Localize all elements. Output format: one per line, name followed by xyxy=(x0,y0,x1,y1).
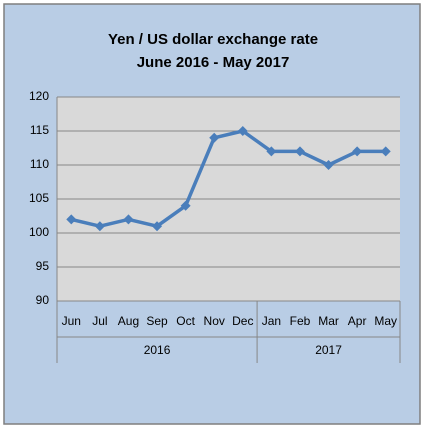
data-point xyxy=(152,221,163,232)
x-tick-label: Feb xyxy=(290,314,311,328)
chart-title: Yen / US dollar exchange rate xyxy=(108,31,318,48)
x-tick-label: Jun xyxy=(62,314,81,328)
chart-subtitle: June 2016 - May 2017 xyxy=(137,54,290,71)
data-point xyxy=(94,221,105,232)
data-line xyxy=(70,129,386,228)
x-tick-label: Nov xyxy=(204,314,225,328)
data-point xyxy=(352,146,363,157)
data-point xyxy=(66,214,77,225)
y-tick-label: 115 xyxy=(30,123,49,137)
y-tick-label: 90 xyxy=(36,293,50,307)
x-tick-label: Dec xyxy=(232,314,253,328)
data-point xyxy=(209,132,220,143)
data-point xyxy=(323,160,334,170)
y-tick-label: 110 xyxy=(30,157,49,171)
data-point xyxy=(180,200,191,211)
x-tick-label: Jul xyxy=(92,314,107,328)
x-tick-label: Oct xyxy=(176,314,195,328)
x-tick-label: Mar xyxy=(318,314,339,328)
y-tick-label: 95 xyxy=(36,259,50,273)
data-point xyxy=(266,146,277,157)
x-tick-label: Aug xyxy=(118,314,139,328)
data-point xyxy=(294,146,305,157)
x-tick-label: Sep xyxy=(146,314,168,328)
data-point xyxy=(380,146,391,157)
y-tick-label: 105 xyxy=(29,191,49,205)
y-tick-label: 100 xyxy=(29,225,49,239)
x-group-label: 2017 xyxy=(315,343,342,357)
y-tick-label: 120 xyxy=(29,89,49,103)
data-point xyxy=(123,214,134,225)
x-tick-label: Apr xyxy=(348,314,367,328)
x-tick-label: Jan xyxy=(262,314,281,328)
data-point xyxy=(237,126,248,136)
x-group-label: 2016 xyxy=(144,343,171,357)
x-tick-label: May xyxy=(374,314,397,328)
